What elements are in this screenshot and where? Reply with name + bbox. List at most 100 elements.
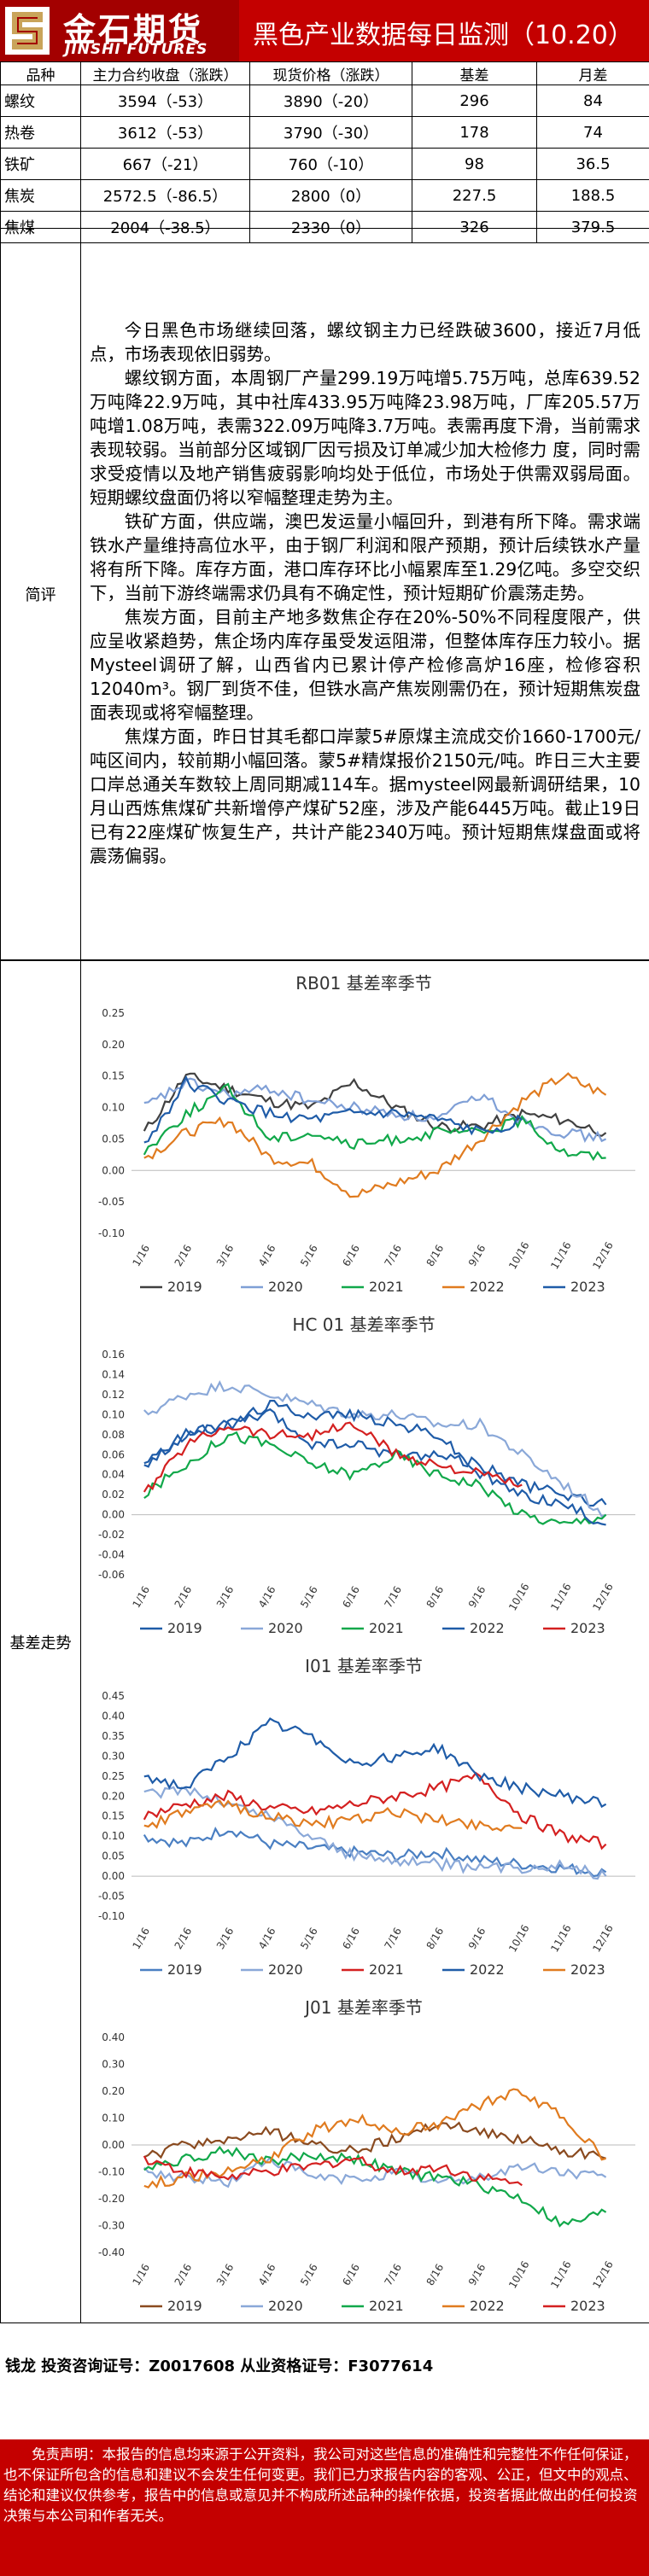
- y-tick-label: -0.05: [98, 1196, 125, 1208]
- x-tick-label: 6/16: [340, 1584, 362, 1610]
- x-tick-label: 1/16: [130, 1243, 152, 1268]
- futures-close: 3612（-53）: [80, 116, 250, 149]
- y-tick-label: 0.00: [102, 1164, 125, 1176]
- summary-label: 简评: [0, 228, 81, 960]
- legend-label: 2021: [369, 1279, 404, 1295]
- y-tick-label: 0.05: [102, 1133, 125, 1145]
- hc01-basis-chart: HC 01 基差率季节 0.16 0.14 0.12 0.10 0.08 0.06 0.04 0…: [98, 1314, 635, 1636]
- series-line-2022: [143, 2088, 606, 2189]
- spread-value: 188.5: [536, 179, 649, 212]
- basis-value: 178: [412, 116, 537, 149]
- y-tick-label: 0.25: [102, 1007, 125, 1019]
- x-tick-label: 12/16: [590, 1582, 615, 1613]
- x-tick-label: 8/16: [424, 2262, 447, 2288]
- legend-label: 2021: [369, 1620, 404, 1636]
- report-title: 黑色产业数据每日监测（10.20）: [253, 20, 634, 50]
- y-tick-label: 0.10: [102, 1102, 125, 1114]
- header-cell: 基差: [412, 61, 537, 85]
- x-tick-label: 10/16: [506, 1240, 531, 1272]
- brand-logo: 金石期货 JINSHI FUTURES: [0, 0, 239, 61]
- table-row: 焦炭 2572.5（-86.5） 2800（0） 227.5 188.5: [0, 179, 649, 212]
- y-tick-label: 0.05: [102, 1850, 125, 1862]
- y-tick-label: 0.00: [102, 1870, 125, 1882]
- x-tick-label: 4/16: [256, 1926, 278, 1951]
- analyst-credentials: 钱龙 投资咨询证号：Z0017608 从业资格证号：F3077614: [5, 2357, 434, 2375]
- x-tick-label: 3/16: [214, 1243, 237, 1268]
- commodity-name: 热卷: [0, 116, 81, 149]
- table-row: 螺纹 3594（-53） 3890（-20） 296 84: [0, 85, 649, 117]
- x-tick-label: 5/16: [298, 1584, 320, 1610]
- legend-label: 2020: [268, 1961, 303, 1978]
- legend-label: 2022: [470, 1279, 505, 1295]
- x-tick-label: 1/16: [130, 2262, 152, 2288]
- x-tick-label: 7/16: [382, 2262, 404, 2288]
- legend-label: 2023: [570, 1620, 605, 1636]
- chart-title: J01 基差率季节: [303, 1997, 423, 2018]
- y-tick-label: 0.10: [102, 1408, 125, 1420]
- x-tick-label: 4/16: [256, 1584, 278, 1610]
- legend-label: 2022: [470, 2298, 505, 2314]
- basis-charts-table: 基差走势: [0, 960, 649, 2323]
- y-tick-label: 0.25: [102, 1770, 125, 1782]
- commodity-name: 焦炭: [0, 179, 81, 212]
- series-line-2021: [143, 1771, 607, 1850]
- x-tick-label: 6/16: [340, 2262, 362, 2288]
- disclaimer-text: 免责声明：本报告的信息均来源于公开资料，我公司对这些信息的准确性和完整性不作任何…: [0, 2439, 649, 2576]
- y-tick-label: 0.02: [102, 1489, 125, 1501]
- x-tick-label: 9/16: [466, 1584, 488, 1610]
- y-tick-label: 0.35: [102, 1730, 125, 1742]
- legend-label: 2022: [470, 1620, 505, 1636]
- x-tick-label: 12/16: [590, 1923, 615, 1955]
- y-tick-label: 0.30: [102, 1750, 125, 1762]
- logo-text-cn: 金石期货: [63, 11, 204, 49]
- i01-basis-chart: I01 基差率季节 0.45 0.40 0.35 0.30 0.25 0.20 0.15 0.1…: [98, 1656, 635, 1978]
- y-tick-label: 0.40: [102, 1710, 125, 1722]
- series-line-2023: [143, 1799, 523, 1833]
- summary-table: 简评 今日黑色市场继续回落，螺纹钢主力已经跌破3600，接近7月低点，市场表现依…: [0, 228, 649, 960]
- x-tick-label: 9/16: [466, 2262, 488, 2288]
- x-tick-label: 6/16: [340, 1243, 362, 1268]
- header-cell: 现货价格（涨跌）: [249, 61, 412, 85]
- price-table: 品种 主力合约收盘（涨跌） 现货价格（涨跌） 基差 月差 螺纹 3594（-53…: [0, 61, 649, 243]
- commodity-name: 螺纹: [0, 85, 81, 117]
- series-line-2019: [143, 1407, 607, 1507]
- spot-price: 2800（0）: [249, 179, 412, 212]
- futures-close: 3594（-53）: [80, 85, 250, 117]
- legend-label: 2023: [570, 2298, 605, 2314]
- x-tick-label: 7/16: [382, 1584, 404, 1610]
- legend-label: 2021: [369, 2298, 404, 2314]
- y-tick-label: 0.20: [102, 1790, 125, 1802]
- x-tick-label: 1/16: [130, 1926, 152, 1951]
- y-tick-label: -0.40: [98, 2247, 125, 2258]
- spot-price: 3790（-30）: [249, 116, 412, 149]
- spread-value: 36.5: [536, 148, 649, 180]
- legend-label: 2022: [470, 1961, 505, 1978]
- series-line-2020: [143, 1380, 607, 1518]
- y-tick-label: 0.12: [102, 1389, 125, 1401]
- y-tick-label: 0.15: [102, 1810, 125, 1822]
- chart-title: I01 基差率季节: [305, 1656, 423, 1676]
- x-tick-label: 10/16: [506, 1582, 531, 1613]
- price-table-header: 品种 主力合约收盘（涨跌） 现货价格（涨跌） 基差 月差: [0, 61, 649, 85]
- report-header: 金石期货 JINSHI FUTURES 黑色产业数据每日监测（10.20）: [0, 0, 649, 61]
- x-tick-label: 11/16: [548, 1240, 573, 1272]
- x-tick-label: 5/16: [298, 1243, 320, 1268]
- x-tick-label: 7/16: [382, 1243, 404, 1268]
- futures-close: 667（-21）: [80, 148, 250, 180]
- x-tick-label: 3/16: [214, 1926, 237, 1951]
- x-tick-label: 9/16: [466, 1243, 488, 1268]
- summary-body: 今日黑色市场继续回落，螺纹钢主力已经跌破3600，接近7月低点，市场表现依旧弱势…: [80, 228, 649, 960]
- series-line-2021: [143, 1082, 606, 1162]
- legend-label: 2023: [570, 1961, 605, 1978]
- x-tick-label: 11/16: [548, 1582, 573, 1613]
- header-cell: 主力合约收盘（涨跌）: [80, 61, 250, 85]
- header-cell: 品种: [0, 61, 81, 85]
- y-tick-label: 0.16: [102, 1349, 125, 1361]
- x-tick-label: 9/16: [466, 1926, 488, 1951]
- series-line-2021: [143, 2145, 607, 2228]
- series-line-2020: [143, 1077, 607, 1144]
- y-tick-label: 0.14: [102, 1368, 125, 1380]
- y-tick-label: 0.20: [102, 1039, 125, 1051]
- y-tick-label: -0.10: [98, 1910, 125, 1922]
- spot-price: 760（-10）: [249, 148, 412, 180]
